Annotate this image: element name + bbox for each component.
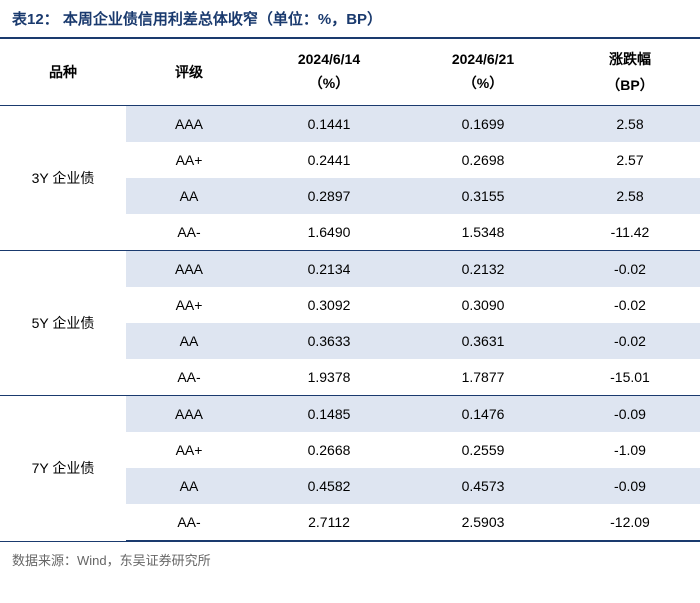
cell-v1: 0.1485 [252, 396, 406, 433]
cell-chg: -0.02 [560, 251, 700, 288]
group-name: 5Y 企业债 [0, 251, 126, 396]
col-variety: 品种 [0, 38, 126, 106]
col-date2: 2024/6/21 （%） [406, 38, 560, 106]
cell-rating: AA [126, 178, 252, 214]
cell-v1: 0.4582 [252, 468, 406, 504]
cell-v1: 0.2897 [252, 178, 406, 214]
cell-v1: 0.3092 [252, 287, 406, 323]
cell-v2: 0.2698 [406, 142, 560, 178]
cell-v1: 1.6490 [252, 214, 406, 251]
cell-chg: -0.02 [560, 323, 700, 359]
title-text: 本周企业债信用利差总体收窄（单位：%，BP） [63, 11, 382, 28]
cell-chg: -11.42 [560, 214, 700, 251]
cell-chg: -0.09 [560, 468, 700, 504]
data-source: 数据来源：Wind，东吴证券研究所 [0, 542, 700, 577]
cell-v2: 0.3090 [406, 287, 560, 323]
cell-chg: -15.01 [560, 359, 700, 396]
cell-v2: 0.1699 [406, 106, 560, 143]
cell-v1: 1.9378 [252, 359, 406, 396]
cell-rating: AA+ [126, 432, 252, 468]
table-row: 3Y 企业债AAA0.14410.16992.58 [0, 106, 700, 143]
table-container: 表12： 本周企业债信用利差总体收窄（单位：%，BP） 品种 评级 2024/6… [0, 0, 700, 577]
cell-chg: 2.58 [560, 178, 700, 214]
cell-rating: AAA [126, 251, 252, 288]
cell-v2: 2.5903 [406, 504, 560, 541]
cell-chg: 2.57 [560, 142, 700, 178]
title-number: 表12： [12, 11, 59, 28]
cell-v1: 0.2134 [252, 251, 406, 288]
cell-v1: 0.3633 [252, 323, 406, 359]
cell-rating: AA+ [126, 142, 252, 178]
group-name: 7Y 企业债 [0, 396, 126, 542]
col-change: 涨跌幅 （BP） [560, 38, 700, 106]
cell-v2: 0.1476 [406, 396, 560, 433]
cell-chg: -0.02 [560, 287, 700, 323]
cell-v2: 0.3155 [406, 178, 560, 214]
cell-v2: 0.3631 [406, 323, 560, 359]
cell-v2: 0.2132 [406, 251, 560, 288]
cell-v2: 1.7877 [406, 359, 560, 396]
cell-v2: 1.5348 [406, 214, 560, 251]
cell-v1: 2.7112 [252, 504, 406, 541]
cell-rating: AA [126, 323, 252, 359]
cell-rating: AAA [126, 106, 252, 143]
cell-rating: AA+ [126, 287, 252, 323]
table-row: 5Y 企业债AAA0.21340.2132-0.02 [0, 251, 700, 288]
cell-v1: 0.1441 [252, 106, 406, 143]
table-title: 表12： 本周企业债信用利差总体收窄（单位：%，BP） [0, 0, 700, 37]
cell-rating: AA- [126, 359, 252, 396]
cell-rating: AA- [126, 504, 252, 541]
cell-v2: 0.2559 [406, 432, 560, 468]
cell-rating: AA- [126, 214, 252, 251]
cell-chg: -1.09 [560, 432, 700, 468]
cell-chg: -0.09 [560, 396, 700, 433]
cell-v1: 0.2668 [252, 432, 406, 468]
table-body: 3Y 企业债AAA0.14410.16992.58AA+0.24410.2698… [0, 106, 700, 542]
cell-chg: -12.09 [560, 504, 700, 541]
table-row: 7Y 企业债AAA0.14850.1476-0.09 [0, 396, 700, 433]
cell-v2: 0.4573 [406, 468, 560, 504]
group-name: 3Y 企业债 [0, 106, 126, 251]
cell-rating: AA [126, 468, 252, 504]
cell-chg: 2.58 [560, 106, 700, 143]
col-date1: 2024/6/14 （%） [252, 38, 406, 106]
spread-table: 品种 评级 2024/6/14 （%） 2024/6/21 （%） 涨跌幅 （B… [0, 37, 700, 542]
col-rating: 评级 [126, 38, 252, 106]
table-header: 品种 评级 2024/6/14 （%） 2024/6/21 （%） 涨跌幅 （B… [0, 38, 700, 106]
cell-v1: 0.2441 [252, 142, 406, 178]
cell-rating: AAA [126, 396, 252, 433]
